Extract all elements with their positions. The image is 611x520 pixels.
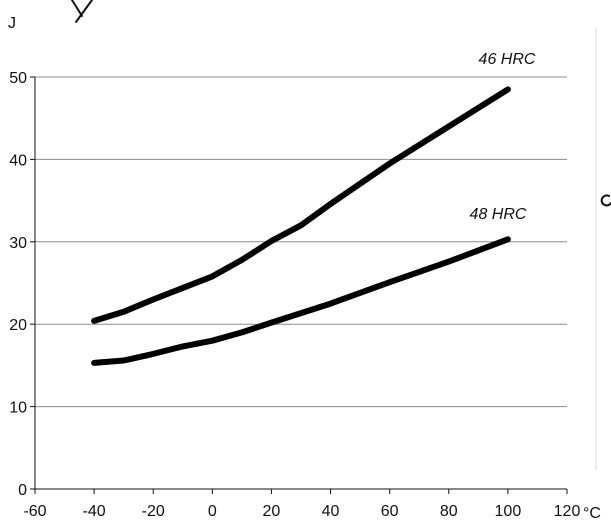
series-line-48-hrc — [91, 236, 511, 366]
x-tick-label: 20 — [263, 503, 281, 520]
y-tick-label: 50 — [9, 70, 27, 87]
y-axis-unit-label: J — [8, 15, 16, 32]
axes — [30, 76, 568, 494]
y-tick-label: 20 — [9, 317, 27, 334]
y-tick-label: 10 — [9, 400, 27, 417]
x-tick-label: 0 — [208, 503, 217, 520]
y-tick-label: 30 — [9, 235, 27, 252]
x-tick-label: -60 — [23, 503, 46, 520]
x-tick-label: 80 — [440, 503, 458, 520]
series-lines — [91, 86, 511, 366]
series-line-46-hrc — [91, 86, 511, 324]
cropped-glyph-fragment — [600, 194, 611, 207]
x-tick-label: -20 — [142, 503, 165, 520]
gridlines — [35, 76, 567, 408]
x-tick-label: 40 — [322, 503, 340, 520]
x-axis-unit-label: °C — [583, 505, 601, 520]
y-tick-label: 40 — [9, 152, 27, 169]
series-label-48-hrc: 48 HRC — [470, 206, 527, 223]
y-tick-label: 0 — [18, 482, 27, 499]
x-tick-label: 100 — [495, 503, 522, 520]
tick-labels: 0 10 20 30 40 50 -60 -40 -20 0 20 40 60 80 100 120 — [9, 70, 580, 520]
x-tick-label: 120 — [554, 503, 581, 520]
x-tick-label: -40 — [83, 503, 106, 520]
cropped-title-fragment — [71, 0, 93, 23]
x-tick-label: 60 — [381, 503, 399, 520]
series-label-46-hrc: 46 HRC — [479, 51, 536, 68]
